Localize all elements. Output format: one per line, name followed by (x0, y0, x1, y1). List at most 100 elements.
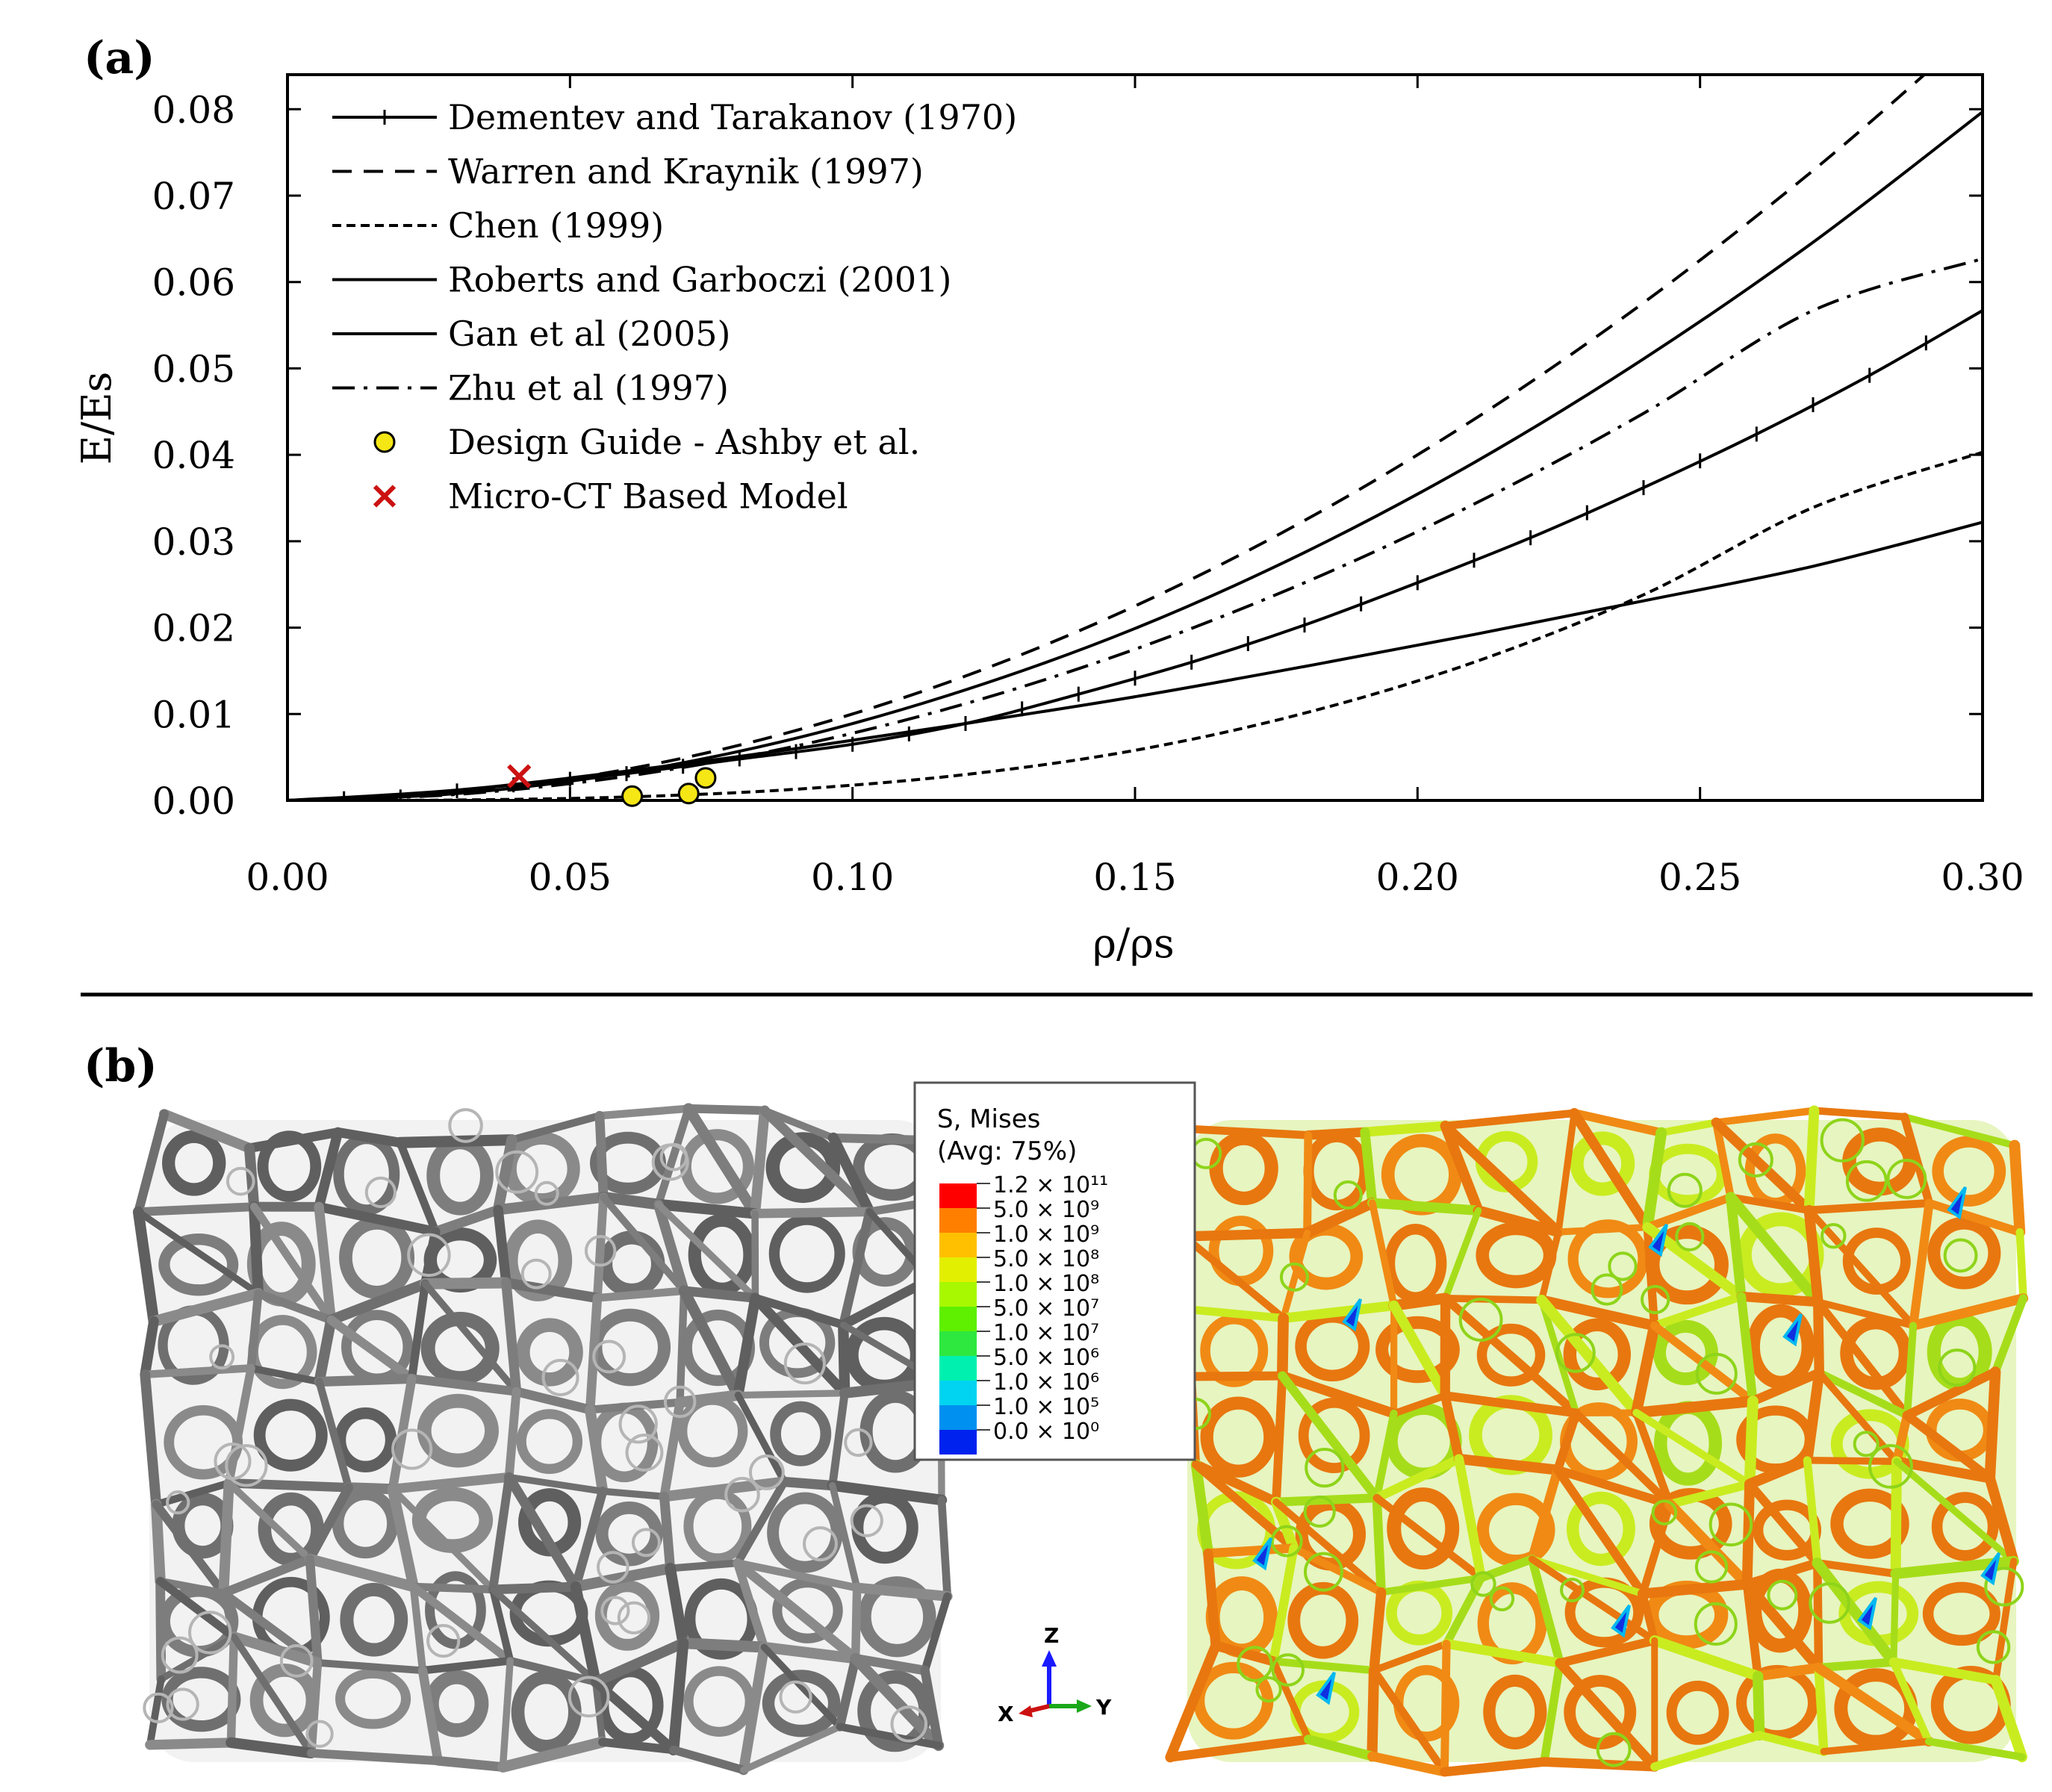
foam-strut (1394, 1298, 1446, 1306)
legend-point-label-0: Design Guide - Ashby et al. (448, 422, 920, 462)
y-axis: 0.000.010.020.030.040.050.060.070.08 (152, 88, 1983, 823)
foam-strut (1184, 1233, 1308, 1236)
foam-strut (1372, 1670, 1374, 1756)
foam-strut (2015, 1145, 2020, 1232)
y-tick-label: 0.06 (152, 261, 235, 305)
foam-strut (1819, 1662, 1894, 1668)
foam-strut (223, 1483, 228, 1593)
foam-strut (738, 1393, 845, 1396)
foam-strut (414, 1587, 493, 1590)
foam-strut (349, 1487, 393, 1489)
legend-label-2: Chen (1999) (448, 205, 664, 246)
triad-z-label: Z (1044, 1623, 1059, 1648)
legend-swatch-design-guide (375, 432, 394, 452)
legend-label-3: Roberts and Garboczi (2001) (448, 260, 951, 300)
foam-strut (942, 1500, 948, 1596)
foam-strut (1365, 1126, 1446, 1132)
foam-strut (231, 1637, 234, 1742)
z-arrowhead (1042, 1650, 1057, 1667)
legend-band-label: 1.0 × 10⁷ (993, 1320, 1099, 1346)
legend-label-1: Warren and Kraynik (1997) (448, 152, 924, 192)
legend-label-5: Zhu et al (1997) (448, 368, 729, 408)
foam-strut (1558, 1228, 1647, 1232)
foam-strut (1807, 1460, 1897, 1462)
foam-strut (755, 1212, 869, 1213)
foam-strut (1208, 1548, 1294, 1553)
x-tick-label: 0.15 (1093, 856, 1176, 899)
foam-strut (150, 1743, 231, 1745)
foam-strut (1741, 1296, 1818, 1301)
legend-band (939, 1356, 977, 1381)
x-axis-title: ρ/ρs (1092, 920, 1174, 967)
panel-a-label: (a) (84, 32, 155, 84)
legend-band (939, 1208, 977, 1233)
x-tick-label: 0.25 (1658, 856, 1741, 899)
foam-strut (1990, 1372, 1995, 1478)
design-guide-point (696, 768, 715, 788)
legend-band (939, 1307, 977, 1331)
legend-band-label: 5.0 × 10⁶ (993, 1345, 1099, 1371)
foam-strut (1446, 1298, 1542, 1300)
foam-strut (138, 1207, 254, 1212)
foam-strut (683, 1643, 764, 1647)
series-line-3 (287, 522, 1983, 800)
x-tick-label: 0.00 (246, 856, 329, 899)
foam-strut (597, 1197, 603, 1298)
foam-strut (1444, 1643, 1446, 1772)
foam-strut (1377, 1498, 1381, 1592)
foam-strut (1818, 1302, 1820, 1373)
foam-strut (665, 1496, 671, 1568)
foam-strut (1819, 1668, 1824, 1752)
legend-band-label: 5.0 × 10⁹ (993, 1197, 1099, 1223)
foam-strut (493, 1587, 576, 1590)
foam-mesh-stress-contour (1170, 1110, 2023, 1772)
design-guide-point (623, 786, 642, 806)
legend-band-label: 5.0 × 10⁷ (993, 1295, 1099, 1322)
foam-strut (254, 1207, 258, 1293)
foam-strut (1809, 1110, 1815, 1210)
foam-strut (400, 1140, 512, 1143)
foam-strut (1750, 1401, 1753, 1484)
x-tick-label: 0.20 (1376, 856, 1459, 899)
x-tick-label: 0.30 (1941, 856, 2024, 899)
foam-strut (784, 1482, 832, 1486)
foam-strut (1814, 1110, 1904, 1116)
foam-strut (600, 1109, 688, 1116)
legend-band (939, 1405, 977, 1430)
triad-x-label: X (998, 1702, 1014, 1726)
design-guide-point (679, 784, 698, 803)
y-tick-label: 0.01 (152, 693, 235, 736)
stress-legend-subtitle: (Avg: 75%) (937, 1136, 1077, 1166)
foam-strut (320, 1378, 412, 1381)
legend-band (939, 1381, 977, 1405)
y-tick-label: 0.08 (152, 88, 235, 131)
legend-band-label: 1.2 × 10¹¹ (993, 1172, 1108, 1198)
y-axis-title: E/Es (73, 372, 120, 465)
legend-label-0: Dementev and Tarakanov (1970) (448, 97, 1017, 137)
foam-strut (1444, 1762, 1544, 1772)
foam-strut (1192, 1376, 1282, 1377)
foam-mesh-grey (138, 1109, 951, 1770)
legend-band-label: 1.0 × 10⁵ (993, 1394, 1099, 1420)
y-tick-label: 0.00 (152, 780, 235, 823)
foam-strut (1894, 1574, 1896, 1662)
triad-y-label: Y (1095, 1695, 1112, 1720)
foam-strut (425, 1283, 506, 1284)
y-tick-label: 0.07 (152, 175, 235, 218)
axis-triad: Z X Y (998, 1623, 1112, 1726)
legend-band (939, 1233, 977, 1257)
y-arrowhead (1077, 1699, 1092, 1713)
foam-strut (1758, 1676, 1759, 1735)
foam-strut (1282, 1318, 1283, 1375)
foam-strut (1276, 1376, 1282, 1502)
y-tick-label: 0.02 (152, 607, 235, 650)
foam-strut (1896, 1461, 1897, 1573)
foam-strut (2020, 1232, 2024, 1298)
x-tick-label: 0.05 (529, 856, 612, 899)
foam-strut (688, 1109, 765, 1111)
foam-strut (680, 1396, 739, 1403)
